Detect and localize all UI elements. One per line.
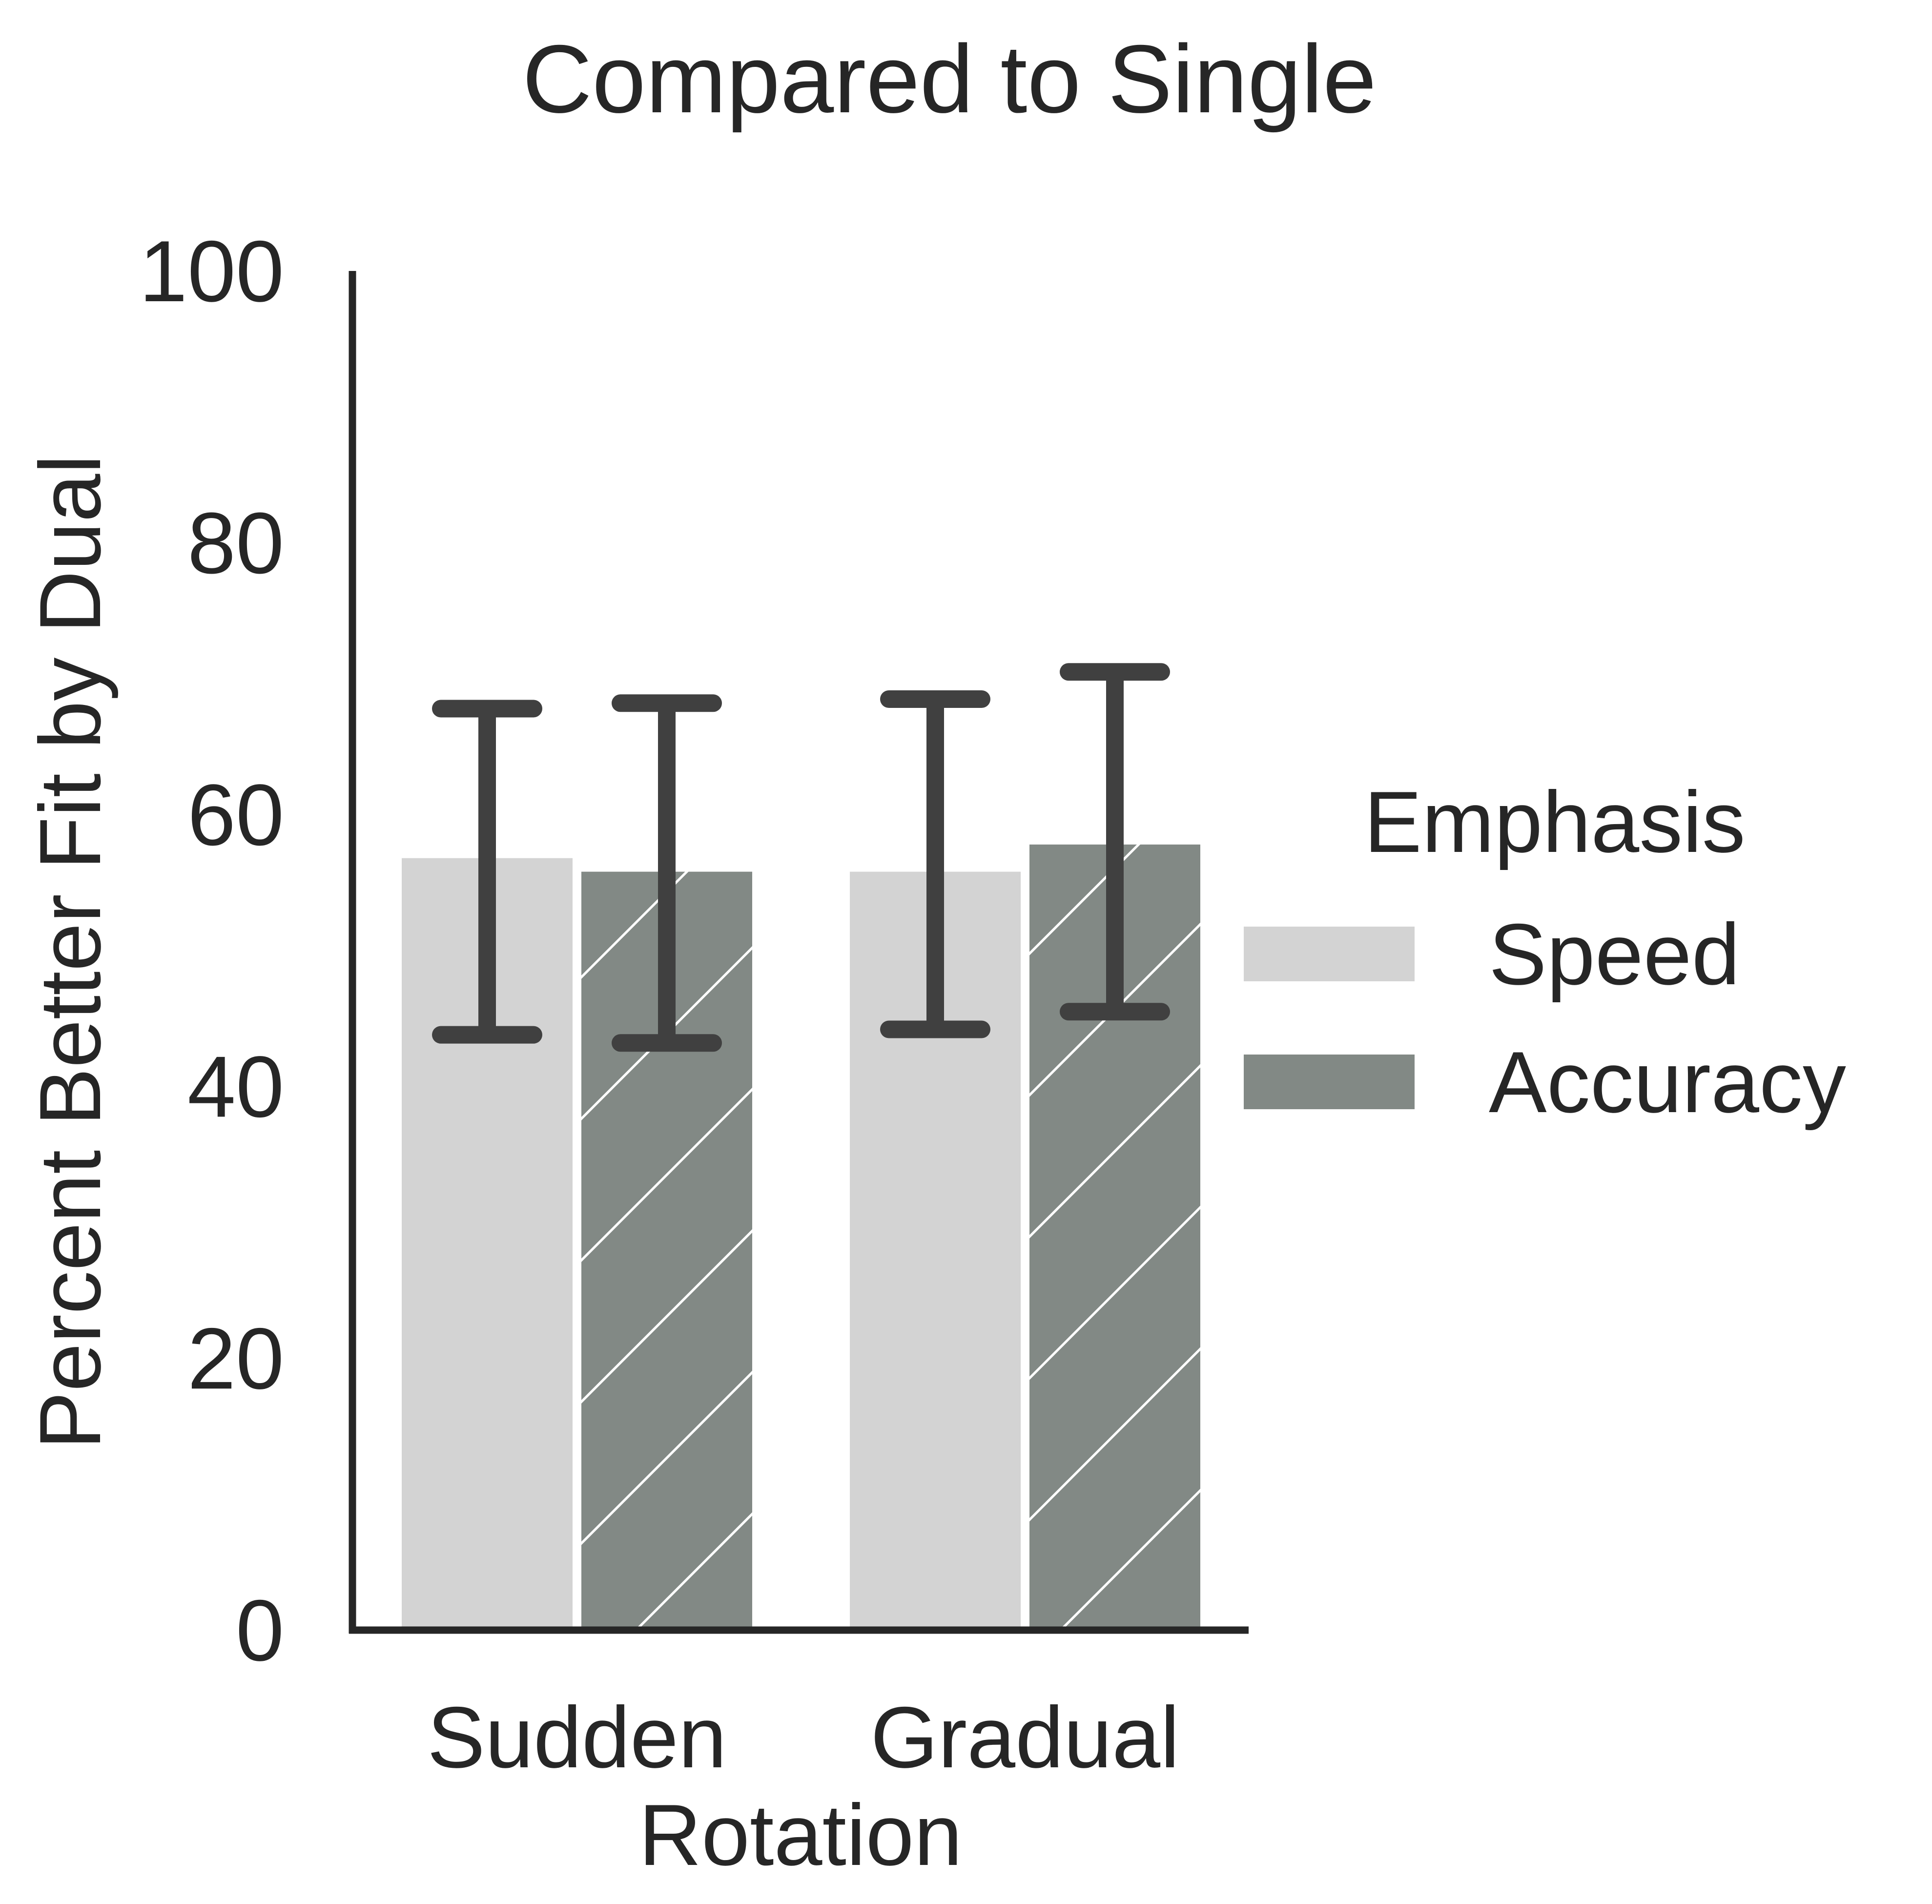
legend-item-speed: Speed	[1244, 906, 1740, 1003]
x-axis-label: Rotation	[639, 1786, 963, 1883]
legend-title: Emphasis	[1364, 773, 1746, 870]
bars-layer	[402, 844, 1200, 1630]
y-tick-label-60: 60	[187, 766, 284, 864]
chart-title: Compared to Single	[522, 25, 1377, 133]
x-tick-labels: Sudden Gradual	[427, 1689, 1179, 1786]
legend-item-accuracy: Accuracy	[1244, 1034, 1846, 1131]
legend-swatch-accuracy	[1244, 1055, 1415, 1109]
error-bars-layer	[432, 663, 1170, 1052]
y-tick-label-40: 40	[187, 1038, 284, 1135]
y-tick-label-100: 100	[139, 223, 284, 320]
legend-items: Speed Accuracy	[1244, 906, 1846, 1131]
x-tick-label-sudden: Sudden	[427, 1689, 727, 1786]
y-axis-label: Percent Better Fit by Dual	[21, 455, 119, 1449]
error-bar-speed-sudden	[432, 700, 542, 1044]
legend: Emphasis Speed Accuracy	[1244, 773, 1846, 1131]
legend-label-accuracy: Accuracy	[1489, 1034, 1846, 1131]
y-tick-labels: 0 20 40 60 80 100	[139, 223, 284, 1679]
legend-label-speed: Speed	[1489, 906, 1740, 1003]
legend-swatch-speed	[1244, 927, 1415, 981]
x-tick-label-gradual: Gradual	[870, 1689, 1179, 1786]
error-bar-accuracy-sudden	[612, 694, 722, 1052]
y-tick-label-0: 0	[236, 1582, 284, 1679]
y-tick-label-80: 80	[187, 495, 284, 592]
y-tick-label-20: 20	[187, 1310, 284, 1407]
error-bar-speed-gradual	[880, 690, 990, 1038]
error-bar-accuracy-gradual	[1060, 663, 1170, 1021]
